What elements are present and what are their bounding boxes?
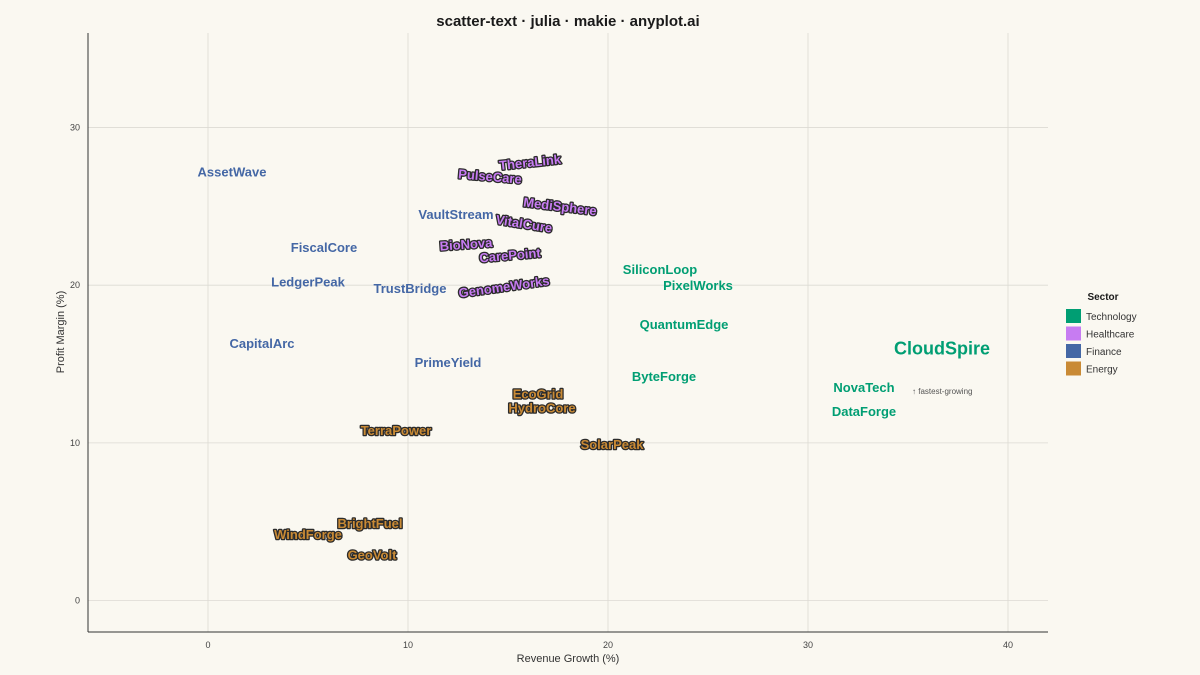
x-tick-label: 20 — [603, 640, 613, 650]
point-label-windforge: WindForge — [274, 527, 342, 542]
legend-swatch-finance — [1066, 344, 1081, 358]
legend-label-healthcare: Healthcare — [1086, 330, 1135, 341]
point-label-quantumedge: QuantumEdge — [640, 317, 729, 332]
point-label-pulsecare: PulseCare — [458, 166, 523, 186]
y-tick-label: 20 — [70, 280, 80, 290]
legend: Sector Technology Healthcare Finance Energy — [1066, 292, 1137, 376]
y-tick-label: 0 — [75, 595, 80, 605]
point-label-cloudspire: CloudSpire — [894, 339, 990, 359]
fastest-growing-annotation: ↑ fastest-growing — [912, 387, 972, 396]
grid-lines — [88, 33, 1048, 632]
legend-title: Sector — [1087, 292, 1118, 303]
legend-swatch-healthcare — [1066, 326, 1081, 341]
y-tick-label: 30 — [70, 123, 80, 133]
point-label-geovolt: GeoVolt — [348, 547, 398, 562]
point-label-fiscalcore: FiscalCore — [291, 240, 357, 255]
point-label-brightfuel: BrightFuel — [338, 516, 403, 531]
point-label-assetwave: AssetWave — [198, 164, 267, 179]
point-label-ecogrid: EcoGrid — [513, 387, 564, 402]
chart-title: scatter-text · julia · makie · anyplot.a… — [436, 13, 699, 30]
point-labels: AssetWave FiscalCore LedgerPeak TrustBridge… — [198, 150, 990, 563]
point-label-trustbridge: TrustBridge — [374, 281, 447, 296]
legend-swatch-energy — [1066, 361, 1081, 376]
point-label-carepoint: CarePoint — [479, 245, 542, 265]
point-label-bionova: BioNova — [439, 235, 493, 254]
x-axis-label: Revenue Growth (%) — [517, 653, 620, 665]
y-axis-label: Profit Margin (%) — [55, 291, 67, 374]
axes — [87, 33, 1048, 633]
point-label-byteforge: ByteForge — [632, 369, 696, 384]
point-label-terrapower: TerraPower — [361, 423, 432, 438]
point-label-capitalarc: CapitalArc — [229, 336, 294, 351]
legend-label-technology: Technology — [1086, 312, 1137, 323]
point-label-genomeworks: GenomeWorks — [458, 273, 551, 301]
point-label-novatech: NovaTech — [833, 380, 894, 395]
point-label-dataforge: DataForge — [832, 404, 896, 419]
legend-swatch-technology — [1066, 309, 1081, 323]
point-label-pixelworks: PixelWorks — [663, 278, 733, 293]
x-tick-label: 30 — [803, 640, 813, 650]
x-tick-label: 40 — [1003, 640, 1013, 650]
y-tick-label: 10 — [70, 438, 80, 448]
x-tick-label: 0 — [205, 640, 210, 650]
point-label-solarpeak: SolarPeak — [581, 437, 645, 452]
x-tick-label: 10 — [403, 640, 413, 650]
point-label-hydrocore: HydroCore — [508, 401, 575, 416]
point-label-medisphere: MediSphere — [523, 195, 598, 219]
point-label-ledgerpeak: LedgerPeak — [271, 275, 345, 290]
legend-label-energy: Energy — [1086, 365, 1118, 376]
legend-label-finance: Finance — [1086, 347, 1122, 358]
point-label-siliconloop: SiliconLoop — [623, 262, 697, 277]
point-label-vaultstream: VaultStream — [418, 207, 493, 222]
point-label-primeyield: PrimeYield — [415, 355, 482, 370]
tick-labels: 0 10 20 30 40 0 10 20 30 — [70, 123, 1013, 650]
point-label-vitalcure: VitalCure — [495, 212, 553, 236]
